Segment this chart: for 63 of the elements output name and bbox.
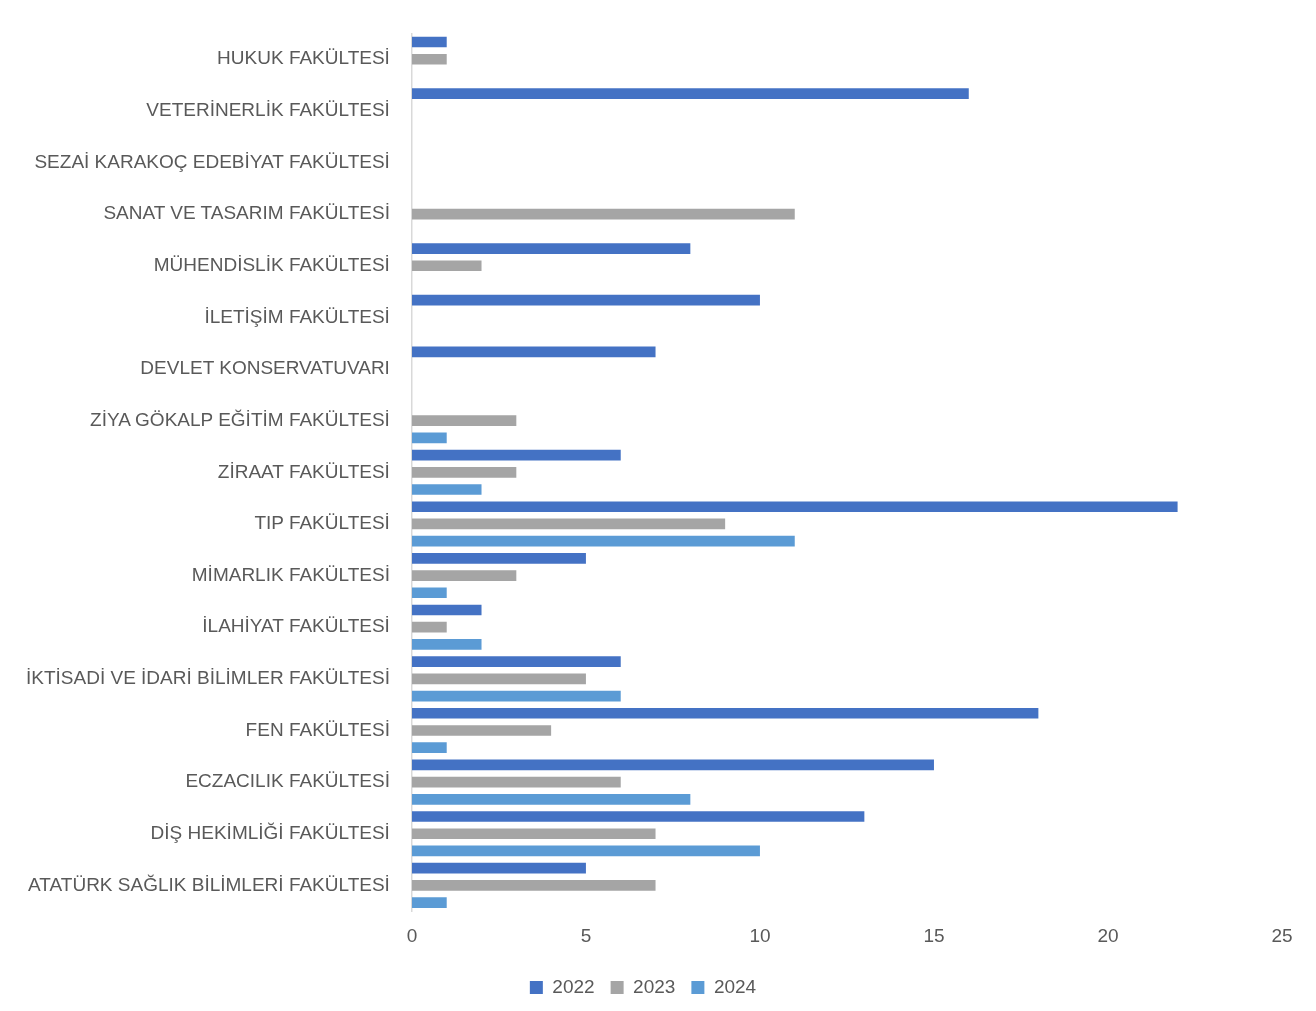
bar <box>411 742 447 754</box>
bar <box>411 793 691 805</box>
bar <box>411 845 760 857</box>
bar <box>411 811 865 822</box>
bar <box>411 759 934 771</box>
bar <box>411 690 621 702</box>
y-tick-label: SANAT VE TASARIM FAKÜLTESİ <box>103 202 390 224</box>
y-tick-label: ZİYA GÖKALP EĞİTİM FAKÜLTESİ <box>90 408 390 430</box>
bar <box>411 88 969 99</box>
x-tick-label: 0 <box>406 924 418 946</box>
bar <box>411 535 795 547</box>
bar <box>411 518 726 530</box>
bar <box>411 656 621 667</box>
bar <box>411 208 795 220</box>
bar <box>411 639 482 650</box>
y-tick-label: MÜHENDİSLİK FAKÜLTESİ <box>153 253 390 275</box>
bar <box>411 432 447 444</box>
bar <box>411 294 760 306</box>
bar <box>411 776 621 788</box>
bar <box>411 673 586 685</box>
x-tick-label: 15 <box>923 924 945 946</box>
bar <box>411 415 517 426</box>
y-tick-label: ATATÜRK SAĞLIK BİLİMLERİ FAKÜLTESİ <box>28 873 390 895</box>
bar <box>411 621 447 633</box>
bar <box>411 862 586 874</box>
bar <box>411 725 552 736</box>
y-tick-label: MİMARLIK FAKÜLTESİ <box>191 563 390 585</box>
y-tick-label: ECZACILIK FAKÜLTESİ <box>185 770 390 792</box>
bar <box>411 880 656 891</box>
bar <box>411 466 517 478</box>
y-tick-label: İKTİSADİ VE İDARİ BİLİMLER FAKÜLTESİ <box>25 667 390 689</box>
x-tick-label: 20 <box>1097 924 1119 946</box>
bar <box>411 53 447 65</box>
y-tick-label: HUKUK FAKÜLTESİ <box>217 47 390 69</box>
bar <box>411 707 1039 719</box>
y-tick-label: DİŞ HEKİMLİĞİ FAKÜLTESİ <box>150 821 390 843</box>
y-tick-label: DEVLET KONSERVATUVARI <box>140 357 390 379</box>
legend-label: 2024 <box>713 975 757 997</box>
bar <box>411 243 691 254</box>
bar <box>411 553 586 564</box>
bar <box>411 260 482 272</box>
bar <box>411 36 447 48</box>
bar <box>411 587 447 599</box>
bar <box>411 346 656 358</box>
y-tick-label: İLAHİYAT FAKÜLTESİ <box>202 615 390 637</box>
legend-label: 2022 <box>552 975 595 997</box>
y-tick-label: VETERİNERLİK FAKÜLTESİ <box>146 99 390 121</box>
bar <box>411 897 447 908</box>
y-tick-label: ZİRAAT FAKÜLTESİ <box>217 460 390 482</box>
bar <box>411 484 482 495</box>
x-tick-label: 10 <box>749 924 771 946</box>
y-tick-label: İLETİŞİM FAKÜLTESİ <box>204 305 390 327</box>
bar <box>411 449 621 461</box>
y-tick-label: SEZAİ KARAKOÇ EDEBİYAT FAKÜLTESİ <box>34 150 390 172</box>
y-tick-label: TIP FAKÜLTESİ <box>254 512 390 534</box>
x-tick-label: 5 <box>580 924 592 946</box>
bar <box>411 501 1178 513</box>
bar <box>411 828 656 840</box>
x-tick-label: 25 <box>1271 924 1293 946</box>
bar <box>411 604 482 616</box>
legend-label: 2023 <box>633 975 676 997</box>
y-tick-label: FEN FAKÜLTESİ <box>245 718 390 740</box>
bar <box>411 570 517 581</box>
